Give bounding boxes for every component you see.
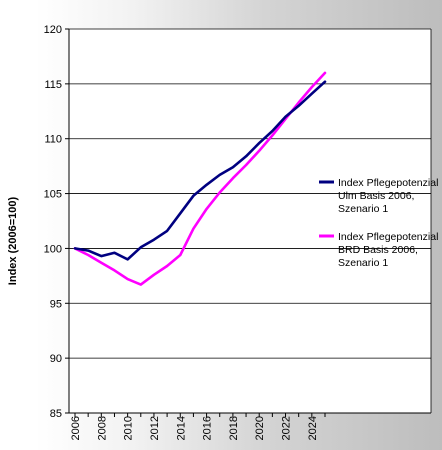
- y-tick-label: 85: [50, 408, 62, 420]
- x-tick-label: 2016: [202, 416, 214, 440]
- series-line-0: [73, 80, 327, 261]
- x-tick-label: 2024: [307, 416, 319, 440]
- x-tick-label: 2022: [281, 416, 293, 440]
- legend-label-line: BRD Basis 2006,: [338, 244, 418, 256]
- legend-label-line: Index Pflegepotenzial: [338, 177, 438, 189]
- y-tick-label: 115: [44, 79, 62, 91]
- x-tick-label: 2018: [228, 416, 240, 440]
- legend-label-line: Szenario 1: [338, 257, 388, 269]
- x-tick-label: 2020: [254, 416, 266, 440]
- y-tick-label: 95: [50, 298, 62, 310]
- x-tick-label: 2014: [175, 416, 187, 440]
- legend-label-line: Szenario 1: [338, 203, 388, 215]
- x-tick-label: 2010: [123, 416, 135, 440]
- x-tick-label: 2006: [70, 416, 82, 440]
- legend-label-line: Ulm Basis 2006,: [338, 190, 414, 202]
- x-tick-label: 2008: [96, 416, 108, 440]
- series-line-1: [73, 71, 327, 286]
- y-tick-label: 105: [44, 189, 62, 201]
- x-tick-label: 2012: [149, 416, 161, 440]
- plot-area: [69, 29, 431, 413]
- y-tick-label: 90: [50, 353, 62, 365]
- y-tick-label: 110: [44, 134, 62, 146]
- y-tick-label: 120: [44, 24, 62, 36]
- legend-label-line: Index Pflegepotenzial: [338, 231, 438, 243]
- y-axis-label: Index (2006=100): [7, 196, 19, 285]
- y-tick-label: 100: [44, 243, 62, 255]
